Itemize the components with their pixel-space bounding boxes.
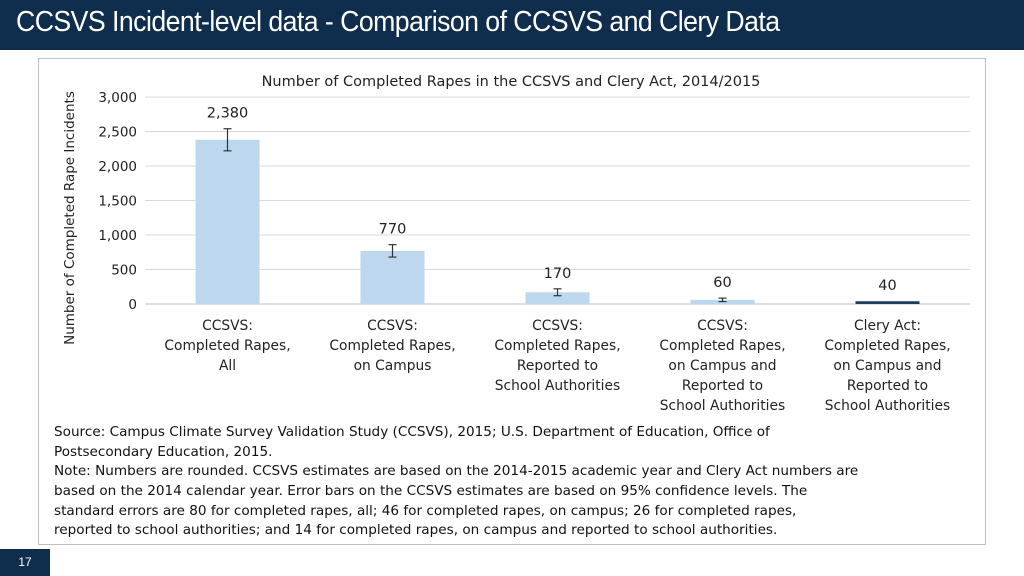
data-label-1: 2,380 (207, 106, 249, 122)
note-line-2: based on the 2014 calendar year. Error b… (54, 483, 808, 499)
bar-2 (360, 250, 425, 304)
category-label-3: School Authorities (495, 378, 620, 394)
category-label-4: on Campus and (668, 358, 776, 374)
completed-rapes-bar-chart: Number of Completed Rapes in the CCSVS a… (62, 74, 970, 414)
category-label-4: Completed Rapes, (659, 338, 785, 354)
bar-5 (855, 301, 920, 304)
note-line-3: standard errors are 80 for completed rap… (54, 503, 797, 519)
data-label-5: 40 (878, 278, 896, 294)
y-tick-label: 2,500 (98, 125, 137, 141)
category-label-1: Completed Rapes, (164, 338, 290, 354)
grid-lines (145, 96, 970, 305)
y-axis-label: Number of Completed Rape Incidents (62, 91, 78, 345)
data-label-4: 60 (713, 275, 731, 291)
y-tick-label: 0 (128, 297, 137, 313)
y-tick-label: 3,000 (98, 90, 137, 106)
category-label-3: CCSVS: (532, 318, 583, 334)
note-line-4: reported to school authorities; and 14 f… (54, 522, 778, 538)
data-label-2: 770 (379, 222, 407, 238)
category-label-5: Reported to (847, 378, 928, 394)
data-label-3: 170 (544, 266, 572, 282)
slide-header: CCSVS Incident-level data - Comparison o… (0, 0, 1024, 50)
category-label-4: CCSVS: (697, 318, 748, 334)
bar-1 (195, 139, 260, 304)
category-label-5: School Authorities (825, 398, 950, 414)
category-label-1: CCSVS: (202, 318, 253, 334)
y-tick-label: 500 (111, 263, 137, 279)
category-label-2: CCSVS: (367, 318, 418, 334)
category-label-4: Reported to (682, 378, 763, 394)
category-label-3: Reported to (517, 358, 598, 374)
source-note-line-1: Source: Campus Climate Survey Validation… (54, 424, 770, 440)
bar-3 (525, 292, 590, 304)
category-label-5: on Campus and (833, 358, 941, 374)
source-note-line-2: Postsecondary Education, 2015. (54, 444, 273, 460)
note-line-1: Note: Numbers are rounded. CCSVS estimat… (54, 463, 859, 479)
y-tick-label: 2,000 (98, 159, 137, 175)
bars (195, 139, 920, 304)
slide-number: 17 (0, 549, 50, 576)
category-label-5: Completed Rapes, (824, 338, 950, 354)
chart-title: Number of Completed Rapes in the CCSVS a… (262, 74, 761, 90)
y-tick-label: 1,500 (98, 194, 137, 210)
category-label-1: All (219, 358, 236, 374)
y-tick-label: 1,000 (98, 228, 137, 244)
category-label-3: Completed Rapes, (494, 338, 620, 354)
slide-title: CCSVS Incident-level data - Comparison o… (16, 6, 780, 38)
category-label-2: Completed Rapes, (329, 338, 455, 354)
error-bars (223, 128, 727, 303)
category-label-4: School Authorities (660, 398, 785, 414)
labels: Number of Completed Rapes in the CCSVS a… (62, 74, 951, 414)
category-label-2: on Campus (354, 358, 432, 374)
category-label-5: Clery Act: (854, 318, 921, 334)
